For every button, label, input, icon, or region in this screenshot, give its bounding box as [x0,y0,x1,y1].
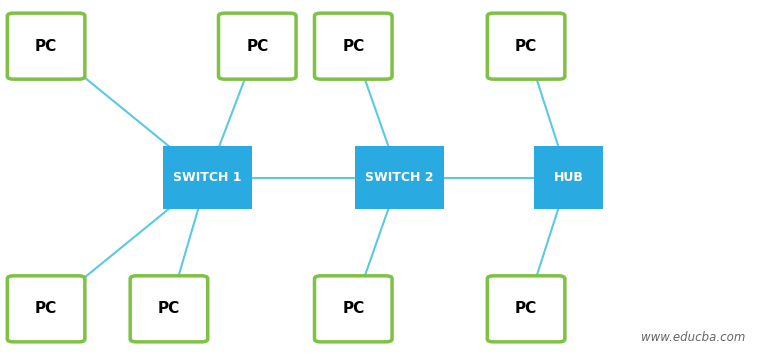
FancyBboxPatch shape [488,13,565,79]
FancyBboxPatch shape [7,13,84,79]
Text: PC: PC [343,39,364,54]
Text: SWITCH 1: SWITCH 1 [173,171,242,184]
FancyBboxPatch shape [315,276,392,342]
FancyBboxPatch shape [488,276,565,342]
FancyBboxPatch shape [164,146,252,209]
Text: PC: PC [515,301,537,316]
Text: PC: PC [515,39,537,54]
FancyBboxPatch shape [315,13,392,79]
FancyBboxPatch shape [355,146,443,209]
FancyBboxPatch shape [130,276,207,342]
Text: SWITCH 2: SWITCH 2 [365,171,434,184]
FancyBboxPatch shape [219,13,296,79]
Text: PC: PC [343,301,364,316]
Text: www.educba.com: www.educba.com [641,331,745,344]
Text: PC: PC [158,301,180,316]
Text: PC: PC [35,39,57,54]
FancyBboxPatch shape [7,276,84,342]
Text: PC: PC [35,301,57,316]
Text: HUB: HUB [554,171,583,184]
Text: PC: PC [247,39,268,54]
FancyBboxPatch shape [534,146,603,209]
